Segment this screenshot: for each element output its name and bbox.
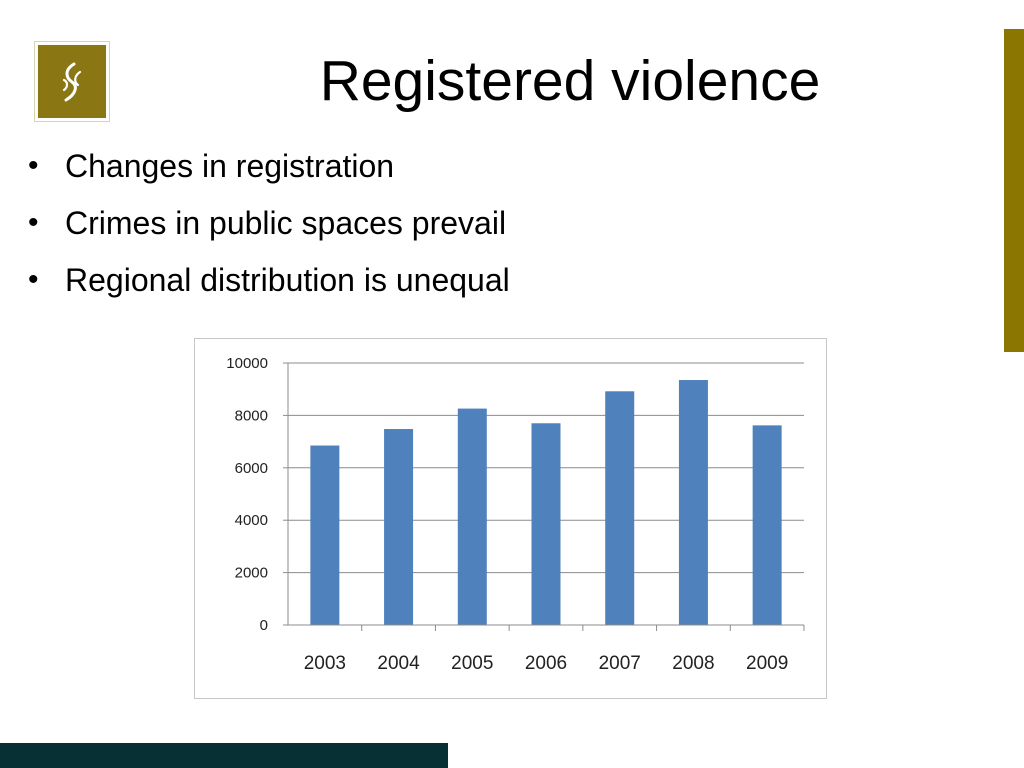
- y-tick-label: 2000: [235, 565, 268, 582]
- chart-canvas: 0 2000 4000 6000 8000 10000 2003 2004 2005 2006 20…: [226, 355, 805, 674]
- bullet-list: Changes in registration Crimes in public…: [28, 140, 510, 311]
- y-tick-label: 8000: [235, 407, 268, 424]
- logo-badge: [38, 45, 106, 118]
- x-tick-label: 2003: [304, 653, 346, 674]
- logo: [34, 41, 110, 122]
- bar: [678, 380, 708, 625]
- x-tick-label: 2004: [377, 653, 420, 674]
- bar: [605, 391, 635, 625]
- x-tick-label: 2008: [672, 653, 714, 674]
- bullet-item: Changes in registration: [28, 140, 510, 197]
- accent-side-bar: [1004, 29, 1024, 352]
- bullet-item: Regional distribution is unequal: [28, 254, 510, 311]
- y-tick-label: 10000: [226, 355, 268, 372]
- x-tick-label: 2007: [599, 653, 641, 674]
- slide-title: Registered violence: [319, 49, 821, 113]
- bullet-item: Crimes in public spaces prevail: [28, 197, 510, 254]
- bar-chart: 0 2000 4000 6000 8000 10000 2003 2004 2005 2006 20…: [194, 338, 827, 699]
- y-tick-label: 0: [260, 617, 268, 634]
- x-tick-label: 2005: [451, 653, 493, 674]
- x-tick-label: 2006: [525, 653, 567, 674]
- bar: [384, 429, 414, 625]
- stylized-leaf-icon: [62, 62, 82, 101]
- bar: [457, 408, 487, 625]
- footer-bar: [0, 743, 448, 768]
- x-tick-label: 2009: [746, 653, 788, 674]
- y-tick-label: 4000: [235, 512, 268, 529]
- y-tick-label: 6000: [235, 460, 268, 477]
- bar: [310, 445, 340, 625]
- bar: [531, 423, 561, 625]
- bar: [752, 425, 782, 625]
